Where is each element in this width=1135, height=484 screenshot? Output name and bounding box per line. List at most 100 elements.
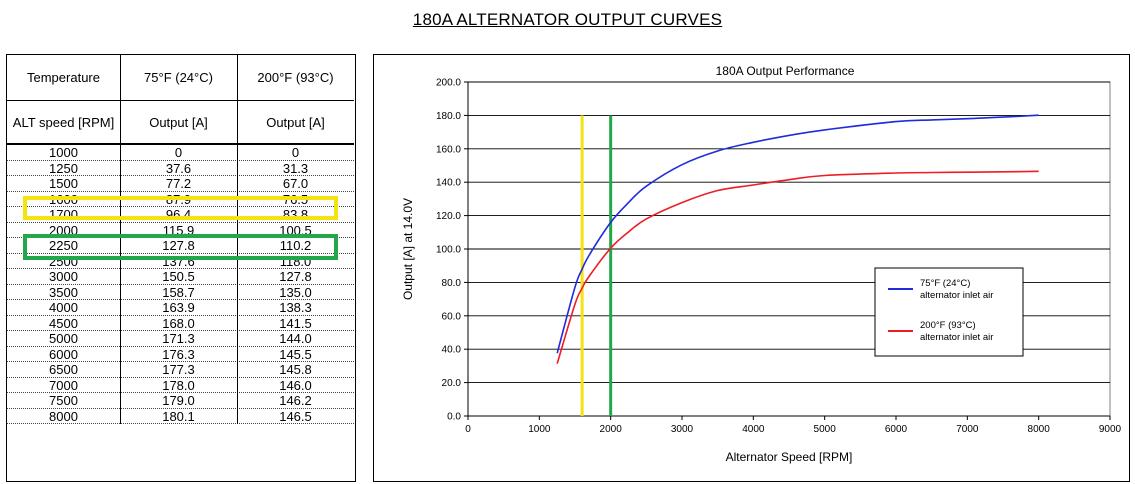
table-cell: 4500	[7, 315, 121, 331]
legend-label: alternator inlet air	[920, 332, 993, 343]
table-row: 7500 179.0 146.2	[7, 393, 354, 409]
x-tick-label: 7000	[956, 424, 979, 435]
y-tick-label: 40.0	[442, 345, 462, 356]
y-tick-label: 0.0	[447, 412, 461, 423]
table-cell: 115.9	[120, 222, 238, 238]
y-tick-label: 60.0	[442, 311, 462, 322]
table-row: 3500 158.7 135.0	[7, 284, 354, 300]
table-cell: 178.0	[120, 377, 238, 393]
x-tick-label: 4000	[742, 424, 765, 435]
table-row: 1250 37.6 31.3	[7, 160, 354, 176]
table-cell: 180.1	[120, 408, 238, 424]
y-axis-label: Output [A] at 14.0V	[401, 198, 415, 300]
page-title: 180A ALTERNATOR OUTPUT CURVES	[412, 10, 723, 29]
table-row: 1500 77.2 67.0	[7, 176, 354, 192]
legend-label: alternator inlet air	[920, 290, 993, 301]
table-cell: 168.0	[120, 315, 238, 331]
table-row: 2250 127.8 110.2	[7, 238, 354, 254]
table-cell: 141.5	[279, 315, 312, 331]
table-cell: 146.0	[279, 377, 312, 393]
table-cell: 176.3	[120, 346, 238, 362]
table-cell: 7000	[7, 377, 121, 393]
table-cell: 146.2	[279, 393, 312, 408]
table-cell: 110.2	[279, 238, 312, 253]
y-tick-label: 120.0	[436, 211, 461, 222]
y-tick-label: 180.0	[436, 111, 461, 122]
table-cell: 2250	[7, 238, 121, 254]
output-chart: 0.0 20.0 40.0 60.0 80.0 100.0 120.0 140.0 160.0 1…	[401, 64, 1122, 464]
table-cell: 67.0	[282, 176, 309, 191]
x-tick-label: 0	[465, 424, 471, 435]
table-cell: 1250	[7, 160, 121, 176]
table-cell: 177.3	[120, 362, 238, 378]
x-tick-label: 2000	[600, 424, 623, 435]
y-tick-label: 160.0	[436, 144, 461, 155]
x-tick-label: 6000	[885, 424, 908, 435]
table-row: 6500 177.3 145.8	[7, 362, 354, 378]
table-cell: 179.0	[120, 393, 238, 409]
table-row: 4500 168.0 141.5	[7, 315, 354, 331]
table-row: 6000 176.3 145.5	[7, 346, 354, 362]
output-table: Temperature 75°F (24°C) 200°F (93°C) ALT…	[6, 54, 356, 482]
series-line-1	[556, 114, 1039, 354]
table-cell: 100.5	[279, 222, 312, 238]
y-tick-label: 140.0	[436, 178, 461, 189]
table-header-row: ALT speed [RPM] Output [A] Output [A]	[7, 101, 354, 145]
table-cell: 0	[291, 145, 300, 160]
x-tick-label: 8000	[1028, 424, 1051, 435]
legend-label: 200°F (93°C)	[920, 320, 976, 331]
table-cell: 150.5	[120, 269, 238, 285]
header-cell: Output [A]	[266, 114, 325, 130]
header-cell: Output [A]	[120, 101, 238, 143]
table-row: 8000 180.1 146.5	[7, 408, 354, 424]
table-cell: 127.8	[279, 269, 312, 284]
legend-label: 75°F (24°C)	[920, 278, 970, 289]
header-cell: ALT speed [RPM]	[7, 101, 121, 143]
table-cell: 1500	[7, 176, 121, 192]
table-cell: 2000	[7, 222, 121, 238]
chart-title: 180A Output Performance	[716, 64, 855, 78]
table-cell: 171.3	[120, 331, 238, 347]
y-tick-label: 80.0	[442, 278, 462, 289]
legend-box	[874, 267, 1024, 357]
table-cell: 5000	[7, 331, 121, 347]
table-row: 7000 178.0 146.0	[7, 377, 354, 393]
table-header-row: Temperature 75°F (24°C) 200°F (93°C)	[7, 55, 354, 101]
highlight-box-1600	[23, 196, 338, 220]
table-cell: 145.5	[279, 346, 312, 362]
table-cell: 77.2	[120, 176, 238, 192]
x-axis-label: Alternator Speed [RPM]	[726, 450, 853, 464]
y-tick-label: 20.0	[442, 378, 462, 389]
series-line-2	[556, 170, 1039, 364]
table-cell: 37.6	[120, 160, 238, 176]
table-row: 1000 0 0	[7, 145, 354, 161]
table-cell: 6000	[7, 346, 121, 362]
table-cell: 6500	[7, 362, 121, 378]
x-tick-label: 5000	[814, 424, 837, 435]
x-tick-label: 3000	[671, 424, 694, 435]
table-cell: 146.5	[279, 408, 312, 424]
x-tick-label: 1000	[528, 424, 551, 435]
highlight-box-2000	[23, 234, 338, 260]
table-cell: 8000	[7, 408, 121, 424]
table-cell: 135.0	[279, 284, 312, 300]
table-row: 4000 163.9 138.3	[7, 300, 354, 316]
table-row: 5000 171.3 144.0	[7, 331, 354, 347]
table-cell: 1000	[7, 145, 121, 161]
y-tick-label: 200.0	[436, 78, 461, 89]
table-cell: 127.8	[120, 238, 238, 254]
table-cell: 158.7	[120, 284, 238, 300]
table-cell: 144.0	[279, 331, 312, 346]
table-cell: 3500	[7, 284, 121, 300]
table-cell: 145.8	[279, 362, 312, 377]
table-cell: 7500	[7, 393, 121, 409]
x-tick-label: 9000	[1099, 424, 1122, 435]
table-row: 3000 150.5 127.8	[7, 269, 354, 285]
table-body: 1000 0 0 1250 37.6 31.3 1500 77.2 67.0 1600 87.9 76…	[7, 145, 354, 424]
table-cell: 4000	[7, 300, 121, 316]
table-cell: 31.3	[282, 160, 309, 176]
header-cell: 75°F (24°C)	[120, 55, 238, 100]
table-cell: 3000	[7, 269, 121, 285]
table-cell: 138.3	[279, 300, 312, 315]
header-cell: Temperature	[7, 55, 121, 100]
